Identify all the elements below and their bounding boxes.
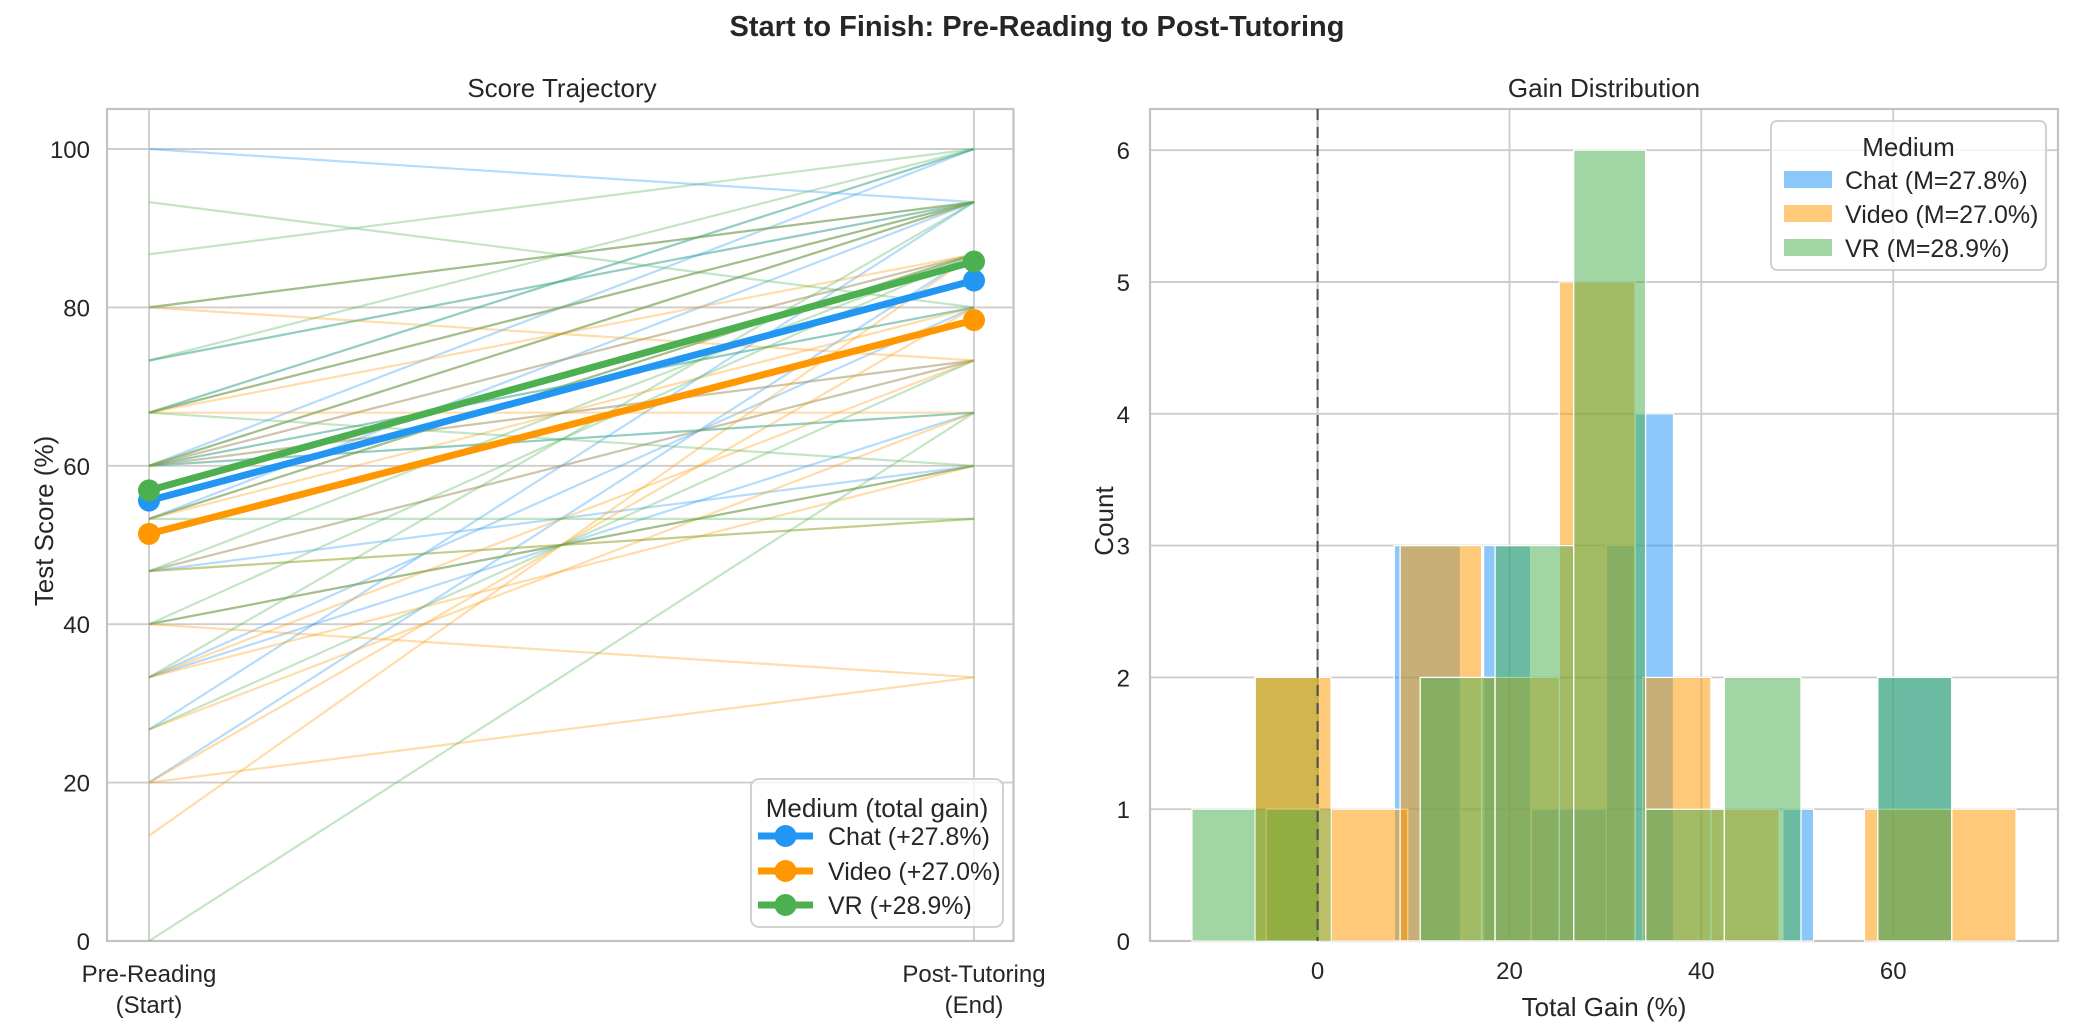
svg-text:Total Gain (%): Total Gain (%): [1522, 992, 1687, 1022]
svg-text:Video (M=27.0%): Video (M=27.0%): [1845, 201, 2038, 229]
svg-text:40: 40: [1688, 958, 1715, 985]
svg-text:Chat (+27.8%): Chat (+27.8%): [828, 823, 990, 851]
svg-text:80: 80: [63, 295, 90, 322]
svg-text:60: 60: [1880, 958, 1907, 985]
svg-text:Video (+27.0%): Video (+27.0%): [828, 858, 1001, 886]
svg-text:40: 40: [63, 612, 90, 639]
svg-text:0: 0: [77, 929, 90, 956]
svg-text:0: 0: [1311, 958, 1324, 985]
svg-text:5: 5: [1117, 270, 1130, 297]
svg-text:Score Trajectory: Score Trajectory: [467, 73, 656, 103]
svg-text:Gain Distribution: Gain Distribution: [1508, 73, 1700, 103]
svg-text:Medium: Medium: [1862, 132, 1954, 162]
svg-text:3: 3: [1117, 534, 1130, 561]
svg-text:20: 20: [1496, 958, 1523, 985]
svg-text:(End): (End): [945, 992, 1004, 1019]
svg-text:20: 20: [63, 771, 90, 798]
svg-text:Start to Finish: Pre-Reading t: Start to Finish: Pre-Reading to Post-Tut…: [730, 11, 1345, 43]
svg-text:Test Score (%): Test Score (%): [29, 436, 59, 607]
svg-text:Count: Count: [1089, 486, 1119, 556]
svg-text:Chat (M=27.8%): Chat (M=27.8%): [1845, 167, 2028, 195]
svg-text:Medium (total gain): Medium (total gain): [766, 793, 989, 823]
svg-text:1: 1: [1117, 797, 1130, 824]
svg-text:Pre-Reading: Pre-Reading: [82, 961, 217, 988]
svg-text:2: 2: [1117, 665, 1130, 692]
svg-text:(Start): (Start): [116, 992, 183, 1019]
svg-text:6: 6: [1117, 138, 1130, 165]
svg-text:100: 100: [50, 137, 90, 164]
svg-text:4: 4: [1117, 402, 1130, 429]
svg-text:0: 0: [1117, 929, 1130, 956]
svg-text:60: 60: [63, 454, 90, 481]
svg-text:VR (M=28.9%): VR (M=28.9%): [1845, 235, 2010, 263]
svg-text:VR (+28.9%): VR (+28.9%): [828, 892, 972, 920]
svg-text:Post-Tutoring: Post-Tutoring: [902, 961, 1045, 988]
